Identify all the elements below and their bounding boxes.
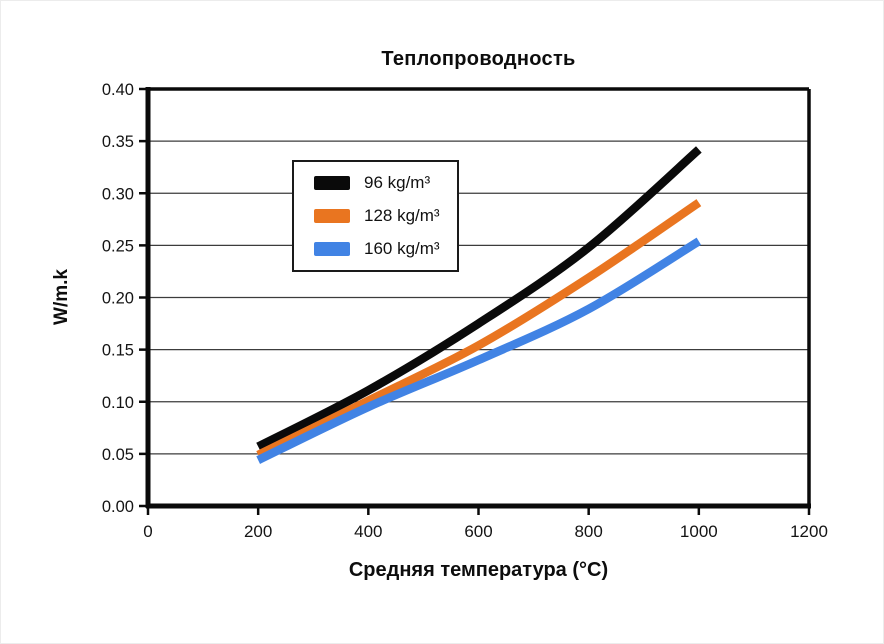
y-tick-label: 0.20 (102, 290, 134, 308)
x-tick-label: 200 (244, 522, 272, 541)
legend-item: 96 kg/m³ (314, 173, 457, 193)
legend-item: 160 kg/m³ (314, 239, 457, 259)
legend-label: 160 kg/m³ (364, 239, 440, 259)
y-tick-label: 0.15 (102, 342, 134, 360)
legend-label: 96 kg/m³ (364, 172, 431, 192)
legend-label: 128 kg/m³ (364, 205, 440, 225)
legend-swatch-icon (314, 242, 350, 257)
x-tick-label: 1000 (680, 522, 718, 541)
y-tick-label: 0.10 (102, 394, 134, 412)
series-line-160-kg-m- (256, 237, 702, 464)
y-tick-label: 0.00 (102, 498, 134, 516)
x-tick-label: 1200 (790, 522, 828, 541)
x-tick-label: 600 (464, 522, 492, 541)
y-tick-label: 0.05 (102, 446, 134, 464)
y-tick-label: 0.25 (102, 237, 134, 255)
series-line-96-kg-m- (256, 146, 702, 451)
x-tick-label: 800 (574, 522, 602, 541)
legend-swatch-icon (314, 175, 350, 190)
y-tick-label: 0.40 (102, 81, 134, 99)
legend: 96 kg/m³ 128 kg/m³ 160 kg/m³ (292, 160, 459, 272)
legend-swatch-icon (314, 208, 350, 223)
series-line-128-kg-m- (256, 199, 702, 459)
y-tick-label: 0.30 (102, 185, 134, 203)
x-axis-title: Средняя температура (°C) (348, 559, 609, 581)
x-tick-label: 400 (354, 522, 382, 541)
legend-item: 128 kg/m³ (314, 206, 457, 226)
y-tick-label: 0.35 (102, 133, 134, 151)
chart-title: Теплопроводность (381, 48, 576, 70)
x-tick-label: 0 (143, 522, 152, 541)
